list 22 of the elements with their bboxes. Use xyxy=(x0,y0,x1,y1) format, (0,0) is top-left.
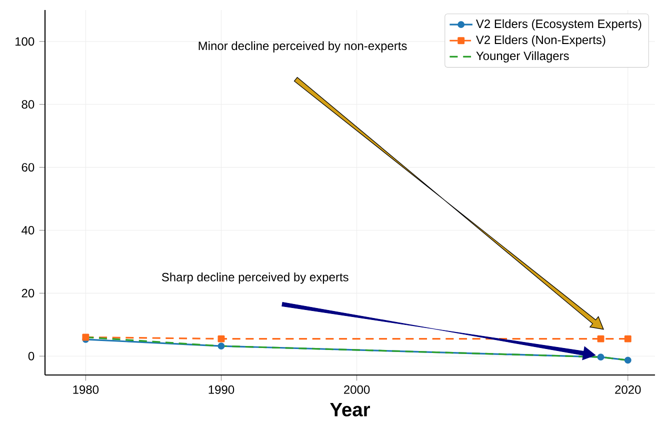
point xyxy=(218,335,225,342)
x-axis-title: Year xyxy=(330,403,370,416)
legend-label: V2 Elders (Non-Experts) xyxy=(476,35,606,46)
annotation: Minor decline perceived by non-experts xyxy=(198,41,407,52)
point xyxy=(218,342,225,350)
point xyxy=(624,356,632,364)
point xyxy=(624,335,632,342)
x-tick-label: 2020 xyxy=(615,385,641,394)
y-tick-label: 100 xyxy=(16,37,34,46)
y-tick-label: 60 xyxy=(22,163,34,172)
y-tick-label: 20 xyxy=(22,288,34,298)
x-tick-label: 2000 xyxy=(344,385,370,394)
point xyxy=(597,354,604,361)
x-tick-label: 1980 xyxy=(73,385,99,394)
y-tick-label: 40 xyxy=(22,226,34,235)
legend-label: V2 Elders (Ecosystem Experts) xyxy=(476,19,642,30)
legend-label: Younger Villagers xyxy=(476,51,569,62)
y-tick-label: 0 xyxy=(28,352,34,360)
annotation: Sharp decline perceived by experts xyxy=(162,272,348,284)
point xyxy=(597,335,604,342)
y-tick-label: 80 xyxy=(22,100,34,109)
x-tick-label: 1990 xyxy=(208,385,234,394)
